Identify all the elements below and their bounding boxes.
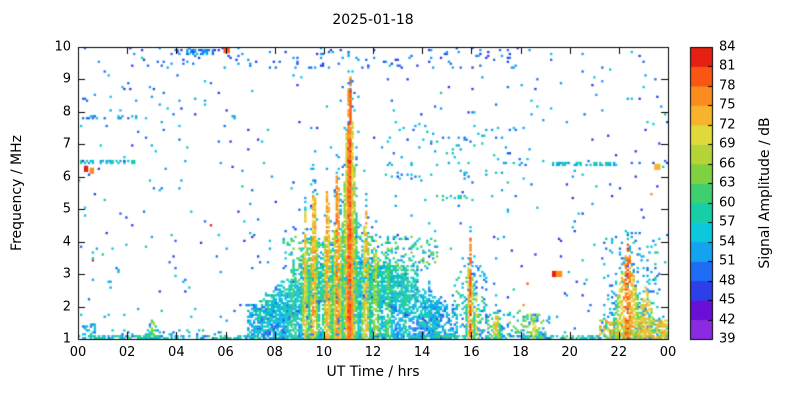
y-tick-label: 1 <box>62 331 71 347</box>
x-axis-label: UT Time / hrs <box>326 364 420 380</box>
y-tick-label: 4 <box>62 234 71 250</box>
x-tick-label: 00 <box>659 345 677 360</box>
y-tick-label: 3 <box>62 266 71 282</box>
colorbar-tick-label: 66 <box>719 156 736 172</box>
colorbar-tick-label: 39 <box>719 331 736 347</box>
colorbar-tick-label: 51 <box>719 253 736 269</box>
x-tick-label: 14 <box>413 345 431 360</box>
colorbar-tick-label: 54 <box>719 234 736 250</box>
x-tick-label: 08 <box>266 345 283 360</box>
x-tick-label: 18 <box>512 345 529 360</box>
colorbar-tick-label: 60 <box>719 195 736 211</box>
y-axis-label: Frequency / MHz <box>9 135 25 251</box>
x-tick-label: 02 <box>118 345 136 360</box>
y-tick-label: 5 <box>62 201 71 217</box>
y-tick-label: 6 <box>62 169 71 185</box>
x-tick-label: 16 <box>463 345 480 360</box>
colorbar-label: Signal Amplitude / dB <box>757 117 773 269</box>
colorbar-tick-label: 78 <box>719 78 736 94</box>
colorbar-tick-label: 84 <box>719 39 736 55</box>
x-tick-label: 06 <box>217 345 234 360</box>
y-tick-label: 8 <box>62 104 71 120</box>
chart-title: 2025-01-18 <box>332 12 414 28</box>
colorbar-tick-label: 75 <box>719 97 736 113</box>
x-tick-label: 22 <box>610 345 628 360</box>
colorbar-tick-label: 57 <box>719 214 736 230</box>
x-tick-label: 00 <box>69 345 87 360</box>
colorbar-tick-label: 69 <box>719 136 736 152</box>
colorbar-tick-label: 45 <box>719 292 736 308</box>
x-tick-label: 04 <box>168 345 185 360</box>
x-tick-label: 12 <box>364 345 382 360</box>
y-tick-label: 9 <box>62 71 71 87</box>
y-tick-label: 10 <box>54 39 71 55</box>
y-tick-label: 7 <box>62 136 71 152</box>
x-tick-label: 20 <box>561 345 578 360</box>
colorbar-tick-label: 81 <box>719 58 736 74</box>
x-tick-label: 10 <box>315 345 333 360</box>
colorbar-tick-label: 72 <box>719 117 736 133</box>
y-tick-label: 2 <box>62 299 71 315</box>
colorbar-tick-label: 63 <box>719 175 736 191</box>
colorbar-tick-label: 48 <box>719 273 736 289</box>
colorbar-tick-label: 42 <box>719 312 736 328</box>
